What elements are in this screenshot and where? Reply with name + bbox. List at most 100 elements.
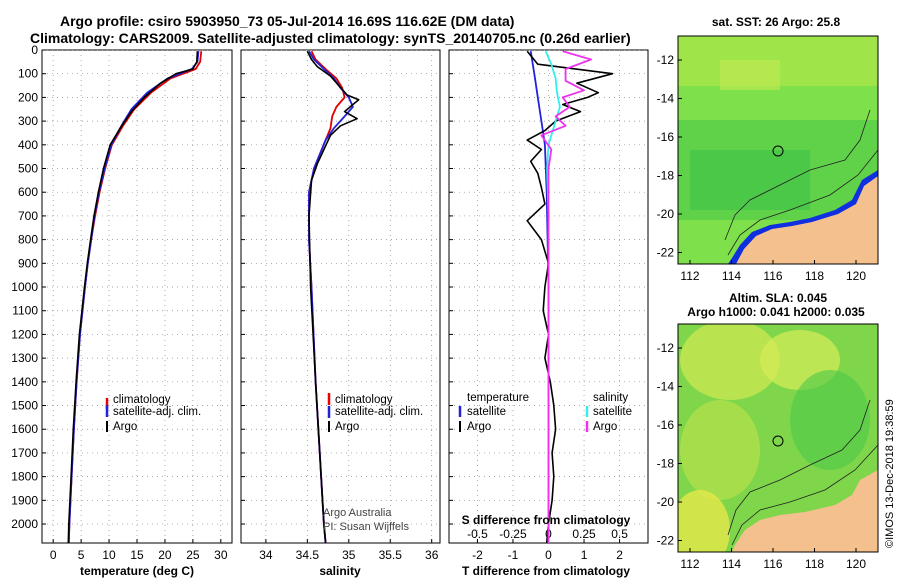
lon-tick-label: 118 [805, 557, 824, 571]
lat-tick-label: -16 [657, 418, 675, 432]
lon-tick-label: 114 [722, 269, 741, 283]
lon-tick-label: 120 [846, 557, 866, 571]
lat-tick-label: -12 [657, 53, 675, 67]
legend-satellite-adj: satellite-adj. clim. [335, 406, 423, 418]
x-tick-label: 35.5 [379, 548, 403, 562]
lon-tick-label: 116 [763, 557, 782, 571]
series-t-satellite [529, 51, 550, 543]
salinity-panel [240, 49, 441, 544]
legend-satellite-adj: satellite-adj. clim. [113, 406, 201, 418]
legend-argo: Argo [113, 421, 137, 433]
map2-lat-ticks: -12 -14 -16 -18 -20 -22 [657, 341, 682, 548]
s-diff-tick-label: 0.5 [611, 527, 628, 541]
x-tick-label: -1 [508, 548, 519, 562]
lat-tick-label: -14 [657, 380, 675, 394]
temperature-panel [41, 49, 233, 544]
x-tick-label: 35 [342, 548, 356, 562]
series-t-argo [526, 50, 614, 543]
legend-argo: Argo [335, 421, 359, 433]
x-tick-label: 36 [425, 548, 439, 562]
depth-tick-label: 1300 [11, 351, 38, 365]
lat-tick-label: -20 [657, 207, 675, 221]
series-climatology [308, 50, 346, 543]
lon-tick-label: 112 [680, 557, 699, 571]
depth-tick-label: 300 [18, 114, 38, 128]
salinity-grid [241, 50, 440, 543]
legend-climatology: climatology [113, 394, 171, 406]
salinity-legend: climatology satellite-adj. clim. Argo [327, 393, 423, 433]
depth-tick-label: 500 [18, 162, 38, 176]
map2-lon-ticks: 112 114 116 118 120 [680, 548, 866, 571]
lon-tick-label: 118 [805, 269, 824, 283]
lat-tick-label: -12 [657, 341, 675, 355]
difference-legend: temperature satellite Argo salinity sate… [458, 392, 632, 433]
series-satellite-adj-clim- [67, 51, 200, 543]
series-s-argo [540, 50, 592, 543]
t-difference-xlabel: T difference from climatology [462, 564, 630, 578]
lon-tick-label: 116 [763, 269, 782, 283]
depth-tick-label: 600 [18, 185, 38, 199]
depth-tick-label: 1800 [11, 470, 38, 484]
t-difference-tick-labels: -2 -1 0 1 2 [472, 548, 623, 562]
figure-title-line1: Argo profile: csiro 5903950_73 05-Jul-20… [60, 13, 514, 29]
legend-t-argo: Argo [467, 421, 491, 433]
depth-tick-label: 2000 [11, 517, 38, 531]
figure-title-line2: Climatology: CARS2009. Satellite-adjuste… [30, 30, 631, 46]
x-tick-label: 30 [214, 548, 228, 562]
salinity-tick-labels: 34 34.5 35 35.5 36 [259, 548, 439, 562]
x-tick-label: 2 [616, 548, 623, 562]
map1-lat-ticks: -12 -14 -16 -18 -20 -22 [657, 53, 682, 260]
s-diff-tick-label: -0.25 [499, 527, 527, 541]
depth-tick-label: 1000 [11, 280, 38, 294]
imos-credit: ©IMOS 13-Dec-2018 19:38:59 [884, 399, 896, 548]
depth-tick-label: 1900 [11, 493, 38, 507]
depth-tick-label: 1100 [12, 304, 38, 318]
depth-tick-label: 1400 [11, 375, 38, 389]
x-tick-label: 0 [545, 548, 552, 562]
x-tick-label: 1 [581, 548, 588, 562]
x-tick-label: 15 [130, 548, 144, 562]
sla-map [678, 324, 878, 552]
attribution-argo-australia: Argo Australia [323, 507, 392, 519]
argo-float-marker [772, 145, 784, 157]
depth-tick-label: 800 [18, 233, 38, 247]
lat-tick-label: -18 [657, 169, 675, 183]
x-tick-label: 34.5 [296, 548, 320, 562]
map2-title-line2: Argo h1000: 0.041 h2000: 0.035 [687, 305, 865, 319]
attribution-pi: PI: Susan Wijffels [323, 521, 409, 533]
lat-tick-label: -14 [657, 92, 675, 106]
temperature-grid [42, 50, 232, 543]
temperature-tick-labels: 0 5 10 15 20 25 30 [50, 548, 228, 562]
lon-tick-label: 114 [722, 557, 741, 571]
legend-climatology: climatology [335, 394, 393, 406]
depth-tick-label: 1600 [11, 422, 38, 436]
legend-s-argo: Argo [593, 421, 617, 433]
lat-tick-label: -18 [657, 457, 675, 471]
map1-frame [677, 35, 879, 265]
depth-tick-label: 900 [18, 256, 38, 270]
legend-salinity-heading: salinity [593, 392, 628, 404]
series-argo [67, 51, 199, 543]
depth-tick-label: 200 [18, 90, 38, 104]
legend-s-satellite: satellite [593, 406, 632, 418]
depth-tick-label: 0 [31, 43, 38, 57]
lat-tick-label: -16 [657, 130, 675, 144]
lon-tick-label: 112 [680, 269, 699, 283]
argo-float-marker [772, 435, 784, 447]
x-tick-label: 5 [78, 548, 85, 562]
depth-tick-label: 400 [18, 138, 38, 152]
series-argo [306, 50, 360, 543]
s-difference-label: S difference from climatology [462, 513, 631, 527]
map1-title: sat. SST: 26 Argo: 25.8 [712, 15, 841, 29]
depth-tick-label: 1500 [11, 399, 38, 413]
lat-tick-label: -22 [657, 246, 675, 260]
sst-map [678, 36, 878, 264]
depth-tick-label: 1700 [11, 446, 38, 460]
x-tick-label: 0 [50, 548, 57, 562]
s-difference-tick-labels: -0.5 -0.25 0 0.25 0.5 [467, 527, 628, 541]
map1-lon-ticks: 112 114 116 118 120 [680, 260, 866, 283]
legend-temperature-heading: temperature [467, 392, 529, 404]
s-diff-tick-label: -0.5 [467, 527, 488, 541]
x-tick-label: 20 [158, 548, 172, 562]
lat-tick-label: -22 [657, 534, 675, 548]
